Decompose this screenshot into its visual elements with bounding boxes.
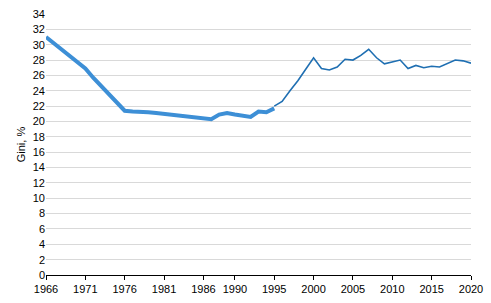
svg-text:2: 2 (39, 254, 45, 266)
svg-text:2020: 2020 (459, 283, 483, 295)
svg-text:12: 12 (33, 177, 45, 189)
svg-text:4: 4 (39, 238, 45, 250)
svg-text:2010: 2010 (380, 283, 404, 295)
svg-text:32: 32 (33, 23, 45, 35)
svg-text:8: 8 (39, 207, 45, 219)
svg-text:1976: 1976 (112, 283, 136, 295)
svg-text:0: 0 (39, 269, 45, 281)
svg-text:30: 30 (33, 39, 45, 51)
svg-text:22: 22 (33, 100, 45, 112)
svg-text:16: 16 (33, 146, 45, 158)
svg-text:24: 24 (33, 85, 45, 97)
svg-text:10: 10 (33, 192, 45, 204)
svg-text:6: 6 (39, 223, 45, 235)
svg-text:1986: 1986 (191, 283, 215, 295)
svg-text:1966: 1966 (34, 283, 58, 295)
svg-text:28: 28 (33, 54, 45, 66)
svg-text:1990: 1990 (223, 283, 247, 295)
svg-text:18: 18 (33, 131, 45, 143)
svg-text:2005: 2005 (341, 283, 365, 295)
svg-text:1971: 1971 (73, 283, 97, 295)
svg-text:20: 20 (33, 115, 45, 127)
svg-text:1981: 1981 (152, 283, 176, 295)
svg-text:14: 14 (33, 161, 45, 173)
svg-text:Gini, %: Gini, % (15, 127, 27, 163)
svg-text:1995: 1995 (262, 283, 286, 295)
svg-text:34: 34 (33, 8, 45, 20)
svg-text:2000: 2000 (301, 283, 325, 295)
svg-text:26: 26 (33, 69, 45, 81)
svg-text:2015: 2015 (419, 283, 443, 295)
